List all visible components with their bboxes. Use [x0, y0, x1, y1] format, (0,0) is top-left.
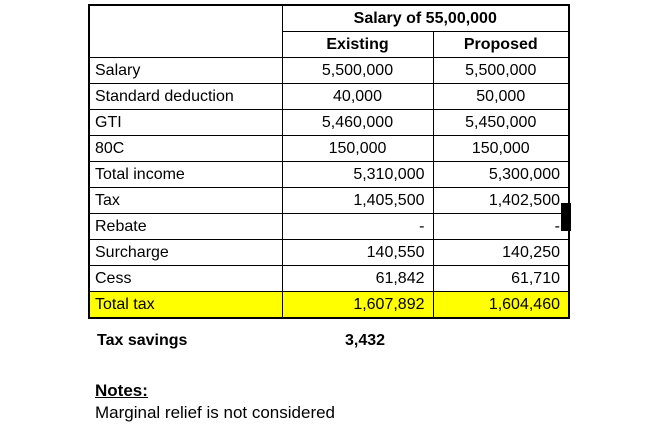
proposed-value: 61,710: [432, 265, 570, 292]
proposed-value: 140,250: [432, 239, 570, 266]
existing-value: 150,000: [281, 135, 434, 162]
row-label: Total income: [88, 161, 283, 188]
existing-value: 1,607,892: [281, 291, 434, 319]
table-title-row: Salary of 55,00,000: [88, 4, 570, 58]
table-row-cess: Cess 61,842 61,710: [88, 265, 570, 292]
existing-value: 40,000: [281, 83, 434, 110]
notes-heading: Notes:: [95, 381, 148, 400]
tax-savings-value: 3,432: [345, 332, 386, 349]
existing-value: -: [281, 213, 434, 240]
row-label: Salary: [88, 57, 283, 84]
tax-savings-label: Tax savings: [97, 332, 188, 349]
table-row-total-income: Total income 5,310,000 5,300,000: [88, 161, 570, 188]
proposed-value: 50,000: [432, 83, 570, 110]
table-row-80c: 80C 150,000 150,000: [88, 135, 570, 162]
existing-value: 5,310,000: [281, 161, 434, 188]
column-header-proposed: Proposed: [432, 31, 570, 58]
table-row-surcharge: Surcharge 140,550 140,250: [88, 239, 570, 266]
proposed-value: 1,402,500: [432, 187, 570, 214]
proposed-value: 5,300,000: [432, 161, 570, 188]
table-row-gti: GTI 5,460,000 5,450,000: [88, 109, 570, 136]
proposed-value: -: [432, 213, 570, 240]
proposed-value: 5,450,000: [432, 109, 570, 136]
notes-text: Marginal relief is not considered: [95, 403, 336, 422]
proposed-value: 1,604,460: [432, 291, 570, 319]
row-label: GTI: [88, 109, 283, 136]
row-label: Total tax: [88, 291, 283, 319]
row-label: Rebate: [88, 213, 283, 240]
table-row-salary: Salary 5,500,000 5,500,000: [88, 57, 570, 84]
existing-value: 61,842: [281, 265, 434, 292]
proposed-value: 5,500,000: [432, 57, 570, 84]
table-row-total-tax: Total tax 1,607,892 1,604,460: [88, 291, 570, 319]
proposed-value: 150,000: [432, 135, 570, 162]
table-row-standard-deduction: Standard deduction 40,000 50,000: [88, 83, 570, 110]
row-label: Standard deduction: [88, 83, 283, 110]
row-label: 80C: [88, 135, 283, 162]
cell-selection-mark: [561, 203, 571, 231]
existing-value: 140,550: [281, 239, 434, 266]
row-label: Cess: [88, 265, 283, 292]
existing-value: 5,500,000: [281, 57, 434, 84]
table-row-tax: Tax 1,405,500 1,402,500: [88, 187, 570, 214]
table-row-rebate: Rebate - -: [88, 213, 570, 240]
empty-corner-cell: [88, 4, 283, 58]
column-header-existing: Existing: [281, 31, 434, 58]
existing-value: 5,460,000: [281, 109, 434, 136]
column-header-row: Existing Proposed: [89, 31, 570, 58]
row-label: Tax: [88, 187, 283, 214]
existing-value: 1,405,500: [281, 187, 434, 214]
table-title: Salary of 55,00,000: [281, 4, 570, 32]
tax-comparison-table: Salary of 55,00,000 Existing Proposed Sa…: [88, 4, 570, 319]
row-label: Surcharge: [88, 239, 283, 266]
